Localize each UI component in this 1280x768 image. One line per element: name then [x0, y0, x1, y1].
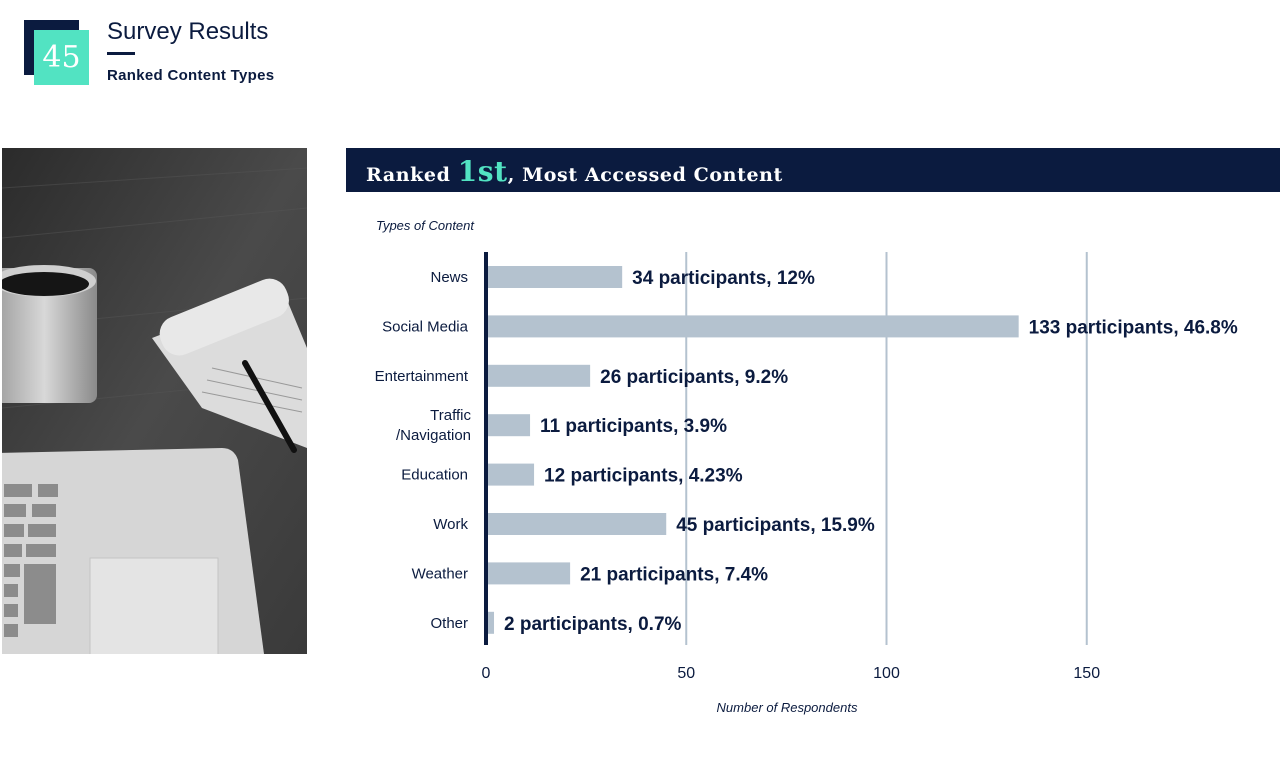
page-number-badge: 45 [34, 30, 89, 85]
bar [486, 364, 591, 387]
banner-highlight: 1st [457, 155, 508, 188]
data-label: 12 participants, 4.23% [544, 466, 743, 487]
category-label: Weather [412, 565, 468, 582]
data-label: 26 participants, 9.2% [600, 367, 788, 388]
category-label: Entertainment [375, 368, 469, 385]
data-label: 45 participants, 15.9% [676, 515, 875, 536]
bar [486, 463, 535, 486]
bar [486, 414, 531, 437]
desk-photo-illustration [2, 148, 307, 654]
category-label: News [430, 269, 468, 286]
bar [486, 513, 667, 535]
bar [486, 315, 1019, 338]
data-label: 133 participants, 46.8% [1029, 317, 1238, 338]
bar [486, 611, 495, 634]
banner-suffix: , Most Accessed Content [507, 164, 783, 186]
data-label: 11 participants, 3.9% [540, 416, 727, 437]
category-label: Social Media [382, 318, 469, 335]
x-tick-label: 0 [482, 665, 491, 682]
data-label: 21 participants, 7.4% [580, 564, 768, 585]
chart-banner: Ranked 1st , Most Accessed Content [346, 148, 1280, 192]
title-underline [107, 52, 135, 55]
desk-photo [2, 148, 307, 654]
data-label: 34 participants, 12% [632, 268, 815, 289]
x-tick-label: 100 [873, 665, 900, 682]
x-tick-label: 150 [1073, 665, 1100, 682]
y-axis-title: Types of Content [376, 218, 475, 233]
page-subtitle: Ranked Content Types [107, 67, 275, 84]
category-label: Other [430, 615, 468, 632]
category-label: Work [433, 516, 468, 533]
bar [486, 562, 571, 585]
page-title: Survey Results [107, 18, 269, 45]
x-axis-title: Number of Respondents [717, 700, 858, 715]
banner-prefix: Ranked [366, 164, 458, 186]
data-label: 2 participants, 0.7% [504, 614, 682, 635]
category-label: Traffic/Navigation [396, 407, 472, 444]
category-label: Education [401, 467, 468, 484]
x-tick-label: 50 [677, 665, 695, 682]
bar [486, 266, 623, 288]
